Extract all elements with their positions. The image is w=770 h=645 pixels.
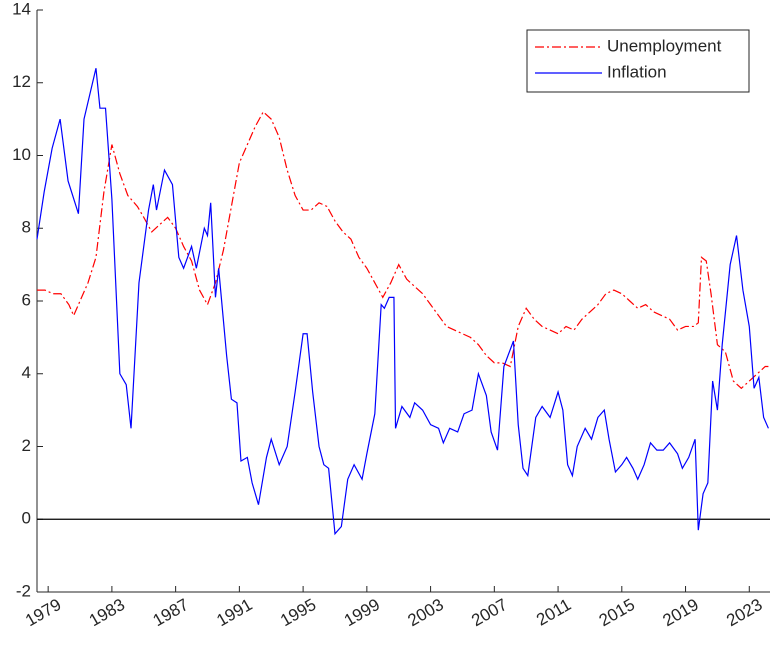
x-tick-label: 2011 bbox=[533, 595, 574, 630]
y-tick-label: 2 bbox=[22, 436, 31, 455]
y-tick-label: 12 bbox=[12, 72, 31, 91]
x-tick-label: 1991 bbox=[213, 595, 255, 630]
y-tick-label: 14 bbox=[12, 0, 31, 18]
legend-label: Inflation bbox=[607, 62, 667, 81]
y-tick-label: 8 bbox=[22, 218, 31, 237]
y-tick-label: 0 bbox=[22, 509, 31, 528]
x-tick-label: 2003 bbox=[405, 595, 447, 630]
legend-box bbox=[526, 29, 750, 93]
legend-label: Unemployment bbox=[607, 36, 722, 55]
x-tick-label: 2007 bbox=[468, 595, 510, 630]
x-tick-label: 2015 bbox=[596, 595, 638, 630]
y-tick-label: -2 bbox=[16, 581, 31, 600]
series-line bbox=[36, 68, 769, 536]
x-tick-label: 1995 bbox=[277, 595, 319, 630]
x-tick-label: 1999 bbox=[341, 595, 383, 630]
y-tick-label: 10 bbox=[12, 145, 31, 164]
series-line bbox=[37, 110, 769, 390]
y-tick-label: 4 bbox=[22, 363, 31, 382]
x-tick-label: 1987 bbox=[150, 595, 192, 630]
y-tick-label: 6 bbox=[22, 290, 31, 309]
x-tick-label: 2023 bbox=[723, 595, 765, 630]
x-tick-label: 1983 bbox=[86, 595, 128, 630]
x-tick-label: 2019 bbox=[660, 595, 702, 630]
